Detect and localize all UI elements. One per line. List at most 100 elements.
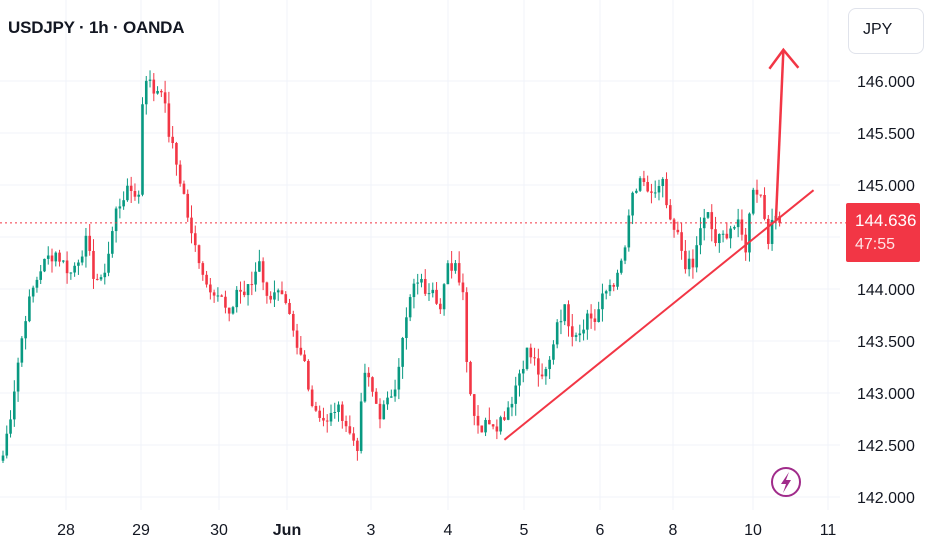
candle-body [619, 260, 623, 273]
x-tick-label: 3 [367, 522, 376, 539]
candle-body [642, 178, 646, 182]
x-tick-label: 11 [820, 522, 837, 539]
candle-body [420, 278, 423, 283]
candle-body [397, 366, 401, 390]
candle-body [92, 250, 95, 279]
candle-body [133, 190, 137, 197]
candle-body [371, 377, 374, 392]
x-tick-label: 8 [669, 522, 678, 539]
y-tick-label: 143.000 [857, 386, 915, 403]
candle-body [291, 313, 295, 331]
x-tick-label: 30 [210, 522, 228, 539]
candle-body [246, 284, 250, 296]
currency-selector[interactable]: JPY [848, 8, 924, 54]
candle-body [582, 329, 585, 334]
candle-body [491, 424, 495, 427]
x-tick-label: 5 [520, 522, 529, 539]
candle-body [646, 181, 649, 192]
x-tick-label: 10 [744, 522, 762, 539]
candle-body [114, 208, 118, 232]
projection-arrow-head [768, 47, 800, 70]
candle-body [163, 92, 167, 104]
candle-body [495, 426, 499, 432]
chart-title: USDJPY · 1h · OANDA [8, 18, 185, 37]
candle-body [454, 263, 457, 271]
y-tick-label: 144.000 [857, 282, 915, 299]
candle-body [288, 302, 291, 314]
candle-body [657, 186, 661, 193]
candle-body [718, 234, 721, 244]
candle-body [216, 295, 220, 297]
candle-body [514, 385, 518, 404]
candle-body [303, 354, 306, 362]
candle-body [382, 404, 386, 420]
candle-body [691, 258, 695, 268]
candle-body [205, 274, 208, 285]
candle-body [570, 326, 574, 337]
candle-body [736, 219, 740, 228]
candle-body [638, 178, 642, 191]
candle-body [593, 318, 597, 322]
candle-body [431, 289, 435, 294]
candle-body [269, 295, 272, 300]
candle-body [484, 419, 487, 433]
candle-body [608, 284, 612, 292]
candle-body [43, 258, 46, 272]
candle-body [178, 164, 182, 184]
candle-body [344, 420, 348, 427]
candle-body [118, 206, 122, 209]
candle-body [24, 321, 27, 339]
candle-body [740, 219, 744, 235]
y-tick-label: 146.000 [857, 74, 915, 91]
candle-body [521, 368, 525, 374]
candle-body [563, 304, 567, 322]
candle-body [129, 185, 133, 191]
currency-label: JPY [863, 21, 893, 38]
candle-body [209, 284, 212, 293]
candle-body [175, 143, 178, 165]
candle-body [770, 219, 774, 244]
candle-body [242, 291, 246, 296]
lightning-icon[interactable] [771, 467, 801, 497]
candle-body [107, 253, 110, 273]
candle-body [201, 263, 205, 275]
candle-body [254, 271, 257, 285]
candle-body [329, 412, 333, 422]
candle-body [510, 403, 514, 408]
y-tick-label: 142.000 [857, 490, 915, 507]
candle-body [552, 344, 555, 360]
candle-body [258, 261, 261, 272]
candle-body [5, 433, 9, 456]
candle-body [80, 256, 84, 263]
candle-body [601, 293, 604, 310]
candle-body [469, 361, 472, 395]
candle-body [84, 235, 88, 257]
candle-body [295, 330, 299, 348]
candle-body [751, 189, 755, 214]
candle-body [39, 271, 42, 280]
support-trendline [503, 189, 815, 441]
candle-body [363, 372, 367, 402]
candle-body [767, 218, 770, 244]
candle-body [668, 205, 672, 220]
candle-body [597, 309, 600, 322]
candle-body [748, 213, 751, 253]
candle-body [95, 278, 99, 280]
candle-body [653, 192, 657, 194]
y-tick-label: 145.500 [857, 126, 915, 143]
bar-countdown: 47:55 [855, 236, 896, 253]
candle-body [559, 321, 563, 323]
candle-body [457, 263, 461, 283]
candle-body [378, 403, 382, 420]
candle-body [156, 90, 159, 94]
y-tick-label: 145.000 [857, 178, 915, 195]
candle-body [273, 292, 276, 300]
candle-body [710, 212, 714, 230]
candle-body [348, 426, 352, 434]
candle-body [676, 229, 680, 233]
candle-body [755, 189, 759, 195]
candle-body [540, 374, 544, 377]
candle-body [46, 255, 50, 259]
